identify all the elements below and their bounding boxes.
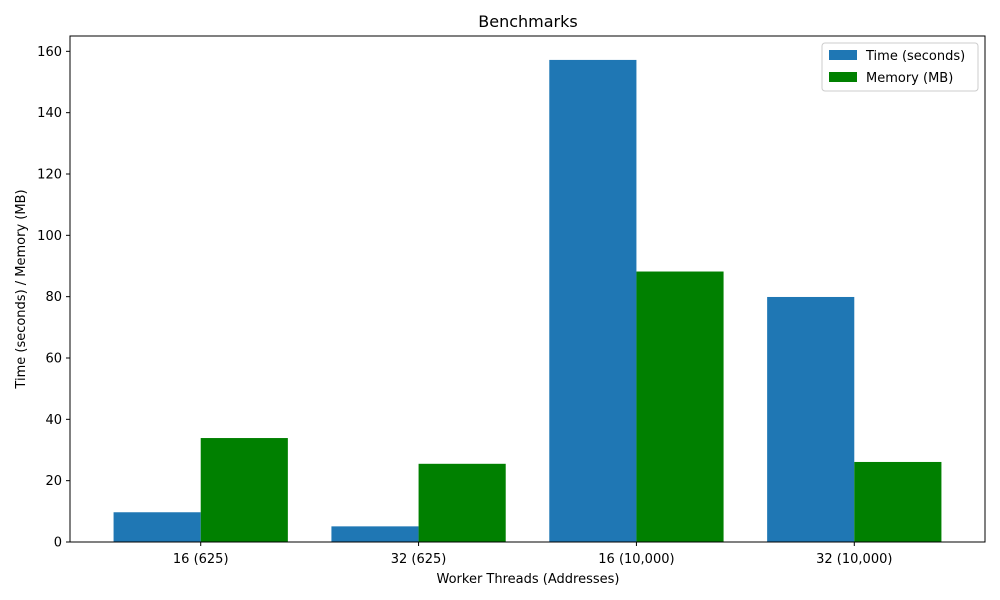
bars-group bbox=[113, 59, 942, 543]
y-tick-label: 140 bbox=[37, 106, 62, 121]
y-tick-label: 40 bbox=[45, 413, 62, 428]
x-tick-label: 32 (625) bbox=[391, 552, 447, 567]
bar-time-1 bbox=[331, 526, 419, 542]
legend-label-time: Time (seconds) bbox=[865, 49, 965, 64]
legend-frame bbox=[821, 42, 979, 92]
y-tick-label: 80 bbox=[45, 290, 62, 305]
legend: Time (seconds) Memory (MB) bbox=[821, 42, 979, 92]
x-tick-label: 16 (10,000) bbox=[598, 552, 674, 567]
legend-swatch-memory bbox=[829, 72, 857, 82]
bar-memory-1 bbox=[418, 463, 506, 542]
bar-memory-2 bbox=[636, 271, 724, 542]
y-tick-label: 20 bbox=[45, 474, 62, 489]
legend-swatch-time bbox=[829, 50, 857, 60]
legend-label-memory: Memory (MB) bbox=[866, 71, 953, 86]
y-tick-label: 0 bbox=[54, 536, 62, 551]
y-axis-label: Time (seconds) / Memory (MB) bbox=[14, 189, 29, 389]
y-tick-label: 160 bbox=[37, 45, 62, 60]
chart-title: Benchmarks bbox=[478, 12, 577, 31]
bar-memory-0 bbox=[200, 438, 288, 542]
x-tick-label: 16 (625) bbox=[173, 552, 229, 567]
y-axis: 0 20 40 60 80 100 120 140 160 bbox=[37, 45, 70, 551]
plot-frame bbox=[69, 35, 986, 543]
bar-memory-3 bbox=[854, 461, 942, 542]
y-tick-label: 100 bbox=[37, 229, 62, 244]
bar-time-2 bbox=[549, 59, 637, 543]
x-tick-label: 32 (10,000) bbox=[816, 552, 892, 567]
y-tick-label: 120 bbox=[37, 168, 62, 183]
bar-time-0 bbox=[113, 512, 201, 542]
y-tick-label: 60 bbox=[45, 352, 62, 367]
x-axis-label: Worker Threads (Addresses) bbox=[437, 572, 620, 587]
bar-time-3 bbox=[767, 296, 855, 542]
x-axis: 16 (625) 32 (625) 16 (10,000) 32 (10,000) bbox=[173, 542, 892, 567]
